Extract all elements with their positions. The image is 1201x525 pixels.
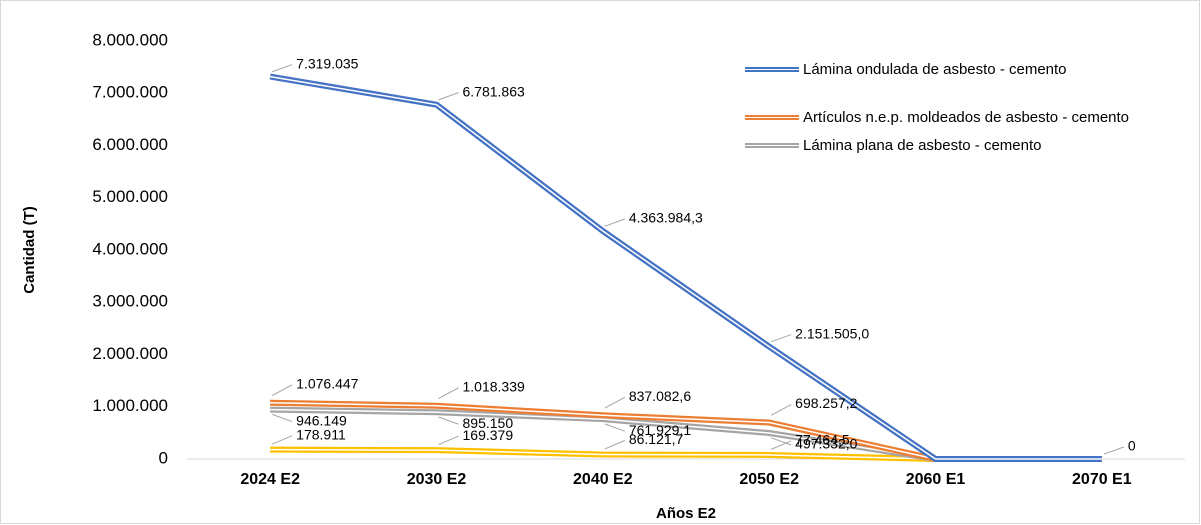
label-leader: [770, 404, 792, 416]
data-label: 4.363.984,3: [629, 210, 703, 226]
y-tick-label: 7.000.000: [92, 83, 168, 102]
legend-label: Lámina ondulada de asbesto - cemento: [803, 61, 1067, 78]
y-tick-label: 6.000.000: [92, 135, 168, 154]
data-label: 1.018.339: [463, 378, 525, 394]
x-tick-label: 2050 E2: [739, 471, 799, 488]
legend-swatch: [745, 115, 799, 120]
legend-item: Lámina ondulada de asbesto - cemento: [745, 57, 1165, 83]
data-label: 698.257,2: [795, 395, 857, 411]
legend-item: Lámina plana de asbesto - cemento: [745, 133, 1165, 159]
data-label: 1.076.447: [296, 375, 358, 391]
label-leader: [271, 435, 293, 445]
label-leader: [271, 384, 293, 396]
data-label: 946.149: [296, 412, 347, 428]
label-leader: [770, 437, 792, 446]
legend-label: Lámina plana de asbesto - cemento: [803, 137, 1042, 154]
label-leader: [770, 334, 792, 343]
legend-item: Artículos n.e.p. moldeados de asbesto - …: [745, 105, 1165, 131]
data-label: 837.082,6: [629, 388, 691, 404]
label-leader: [271, 413, 293, 423]
data-label: 77.464,5: [795, 432, 850, 448]
y-tick-label: 1.000.000: [92, 396, 168, 415]
data-label: 895.150: [463, 415, 514, 431]
legend: Lámina ondulada de asbesto - cemento Artí…: [745, 57, 1165, 161]
y-axis-title: Cantidad (T): [21, 206, 38, 294]
label-leader: [604, 423, 626, 432]
label-leader: [1103, 446, 1125, 455]
data-label: 2.151.505,0: [795, 325, 869, 341]
data-label: 0: [1128, 438, 1136, 454]
data-label: 7.319.035: [296, 55, 358, 71]
y-tick-label: 0: [159, 448, 168, 467]
series-line-inner: [270, 75, 1102, 460]
y-tick-label: 3.000.000: [92, 292, 168, 311]
label-leader: [604, 218, 626, 227]
legend-label: Artículos n.e.p. moldeados de asbesto - …: [803, 109, 1130, 126]
data-label: 169.379: [463, 427, 514, 443]
x-tick-label: 2024 E2: [240, 471, 300, 488]
label-leader: [438, 92, 459, 101]
data-label: 761.929,1: [629, 422, 691, 438]
label-leader: [438, 435, 459, 446]
label-leader: [604, 396, 626, 409]
label-leader: [271, 64, 293, 73]
label-leader: [438, 387, 459, 400]
data-label: 86.121,7: [629, 431, 684, 447]
y-tick-label: 8.000.000: [92, 30, 168, 49]
legend-swatch: [745, 143, 799, 148]
x-tick-label: 2060 E1: [906, 471, 966, 488]
data-label: 6.781.863: [463, 83, 525, 99]
x-tick-label: 2070 E1: [1072, 471, 1132, 488]
y-tick-label: 2.000.000: [92, 344, 168, 363]
legend-swatch: [745, 67, 799, 72]
label-leader: [770, 440, 792, 450]
data-label: 497.332,0: [795, 436, 857, 452]
x-axis-title: Años E2: [656, 505, 716, 522]
label-leader: [604, 440, 626, 450]
label-leader: [438, 416, 459, 425]
x-tick-label: 2030 E2: [407, 471, 467, 488]
y-tick-label: 4.000.000: [92, 239, 168, 258]
y-tick-label: 5.000.000: [92, 187, 168, 206]
x-tick-label: 2040 E2: [573, 471, 633, 488]
data-label: 178.911: [296, 426, 346, 442]
